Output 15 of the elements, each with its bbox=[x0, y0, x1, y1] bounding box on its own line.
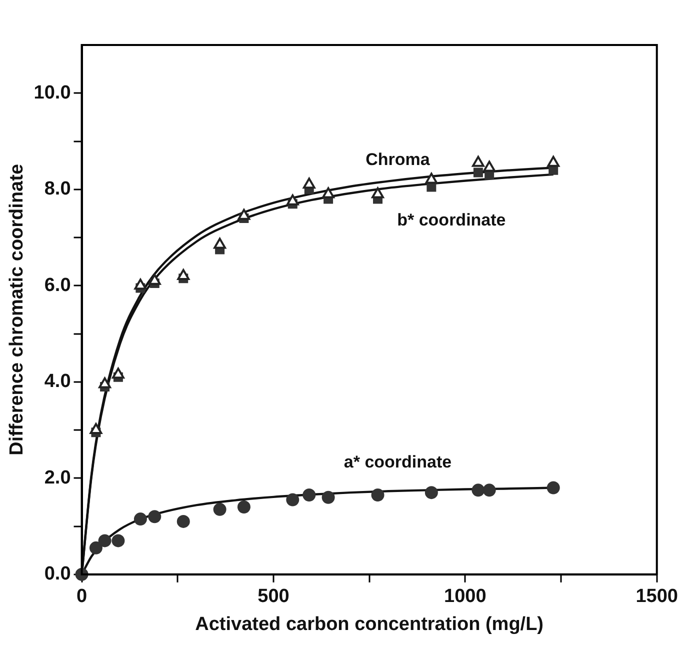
x-tick-label: 0 bbox=[76, 586, 88, 608]
x-tick-label: 1500 bbox=[636, 586, 678, 608]
y-tick-label: 0.0 bbox=[44, 564, 71, 585]
y-tick-label: 4.0 bbox=[44, 371, 71, 392]
y-tick-label: 10.0 bbox=[34, 82, 71, 104]
y-axis-title: Difference chromatic coordinate bbox=[6, 164, 28, 456]
y-tick-label: 6.0 bbox=[44, 274, 71, 296]
x-tick-label: 1000 bbox=[444, 586, 486, 608]
x-axis-title: Activated carbon concentration (mg/L) bbox=[195, 614, 544, 635]
y-tick-label: 2.0 bbox=[44, 467, 71, 488]
series-label: b* coordinate bbox=[397, 210, 506, 230]
x-tick-label: 500 bbox=[258, 586, 290, 608]
series-label: Chroma bbox=[366, 150, 430, 169]
y-tick-label: 8.0 bbox=[44, 178, 71, 200]
series-label: a* coordinate bbox=[344, 452, 452, 472]
